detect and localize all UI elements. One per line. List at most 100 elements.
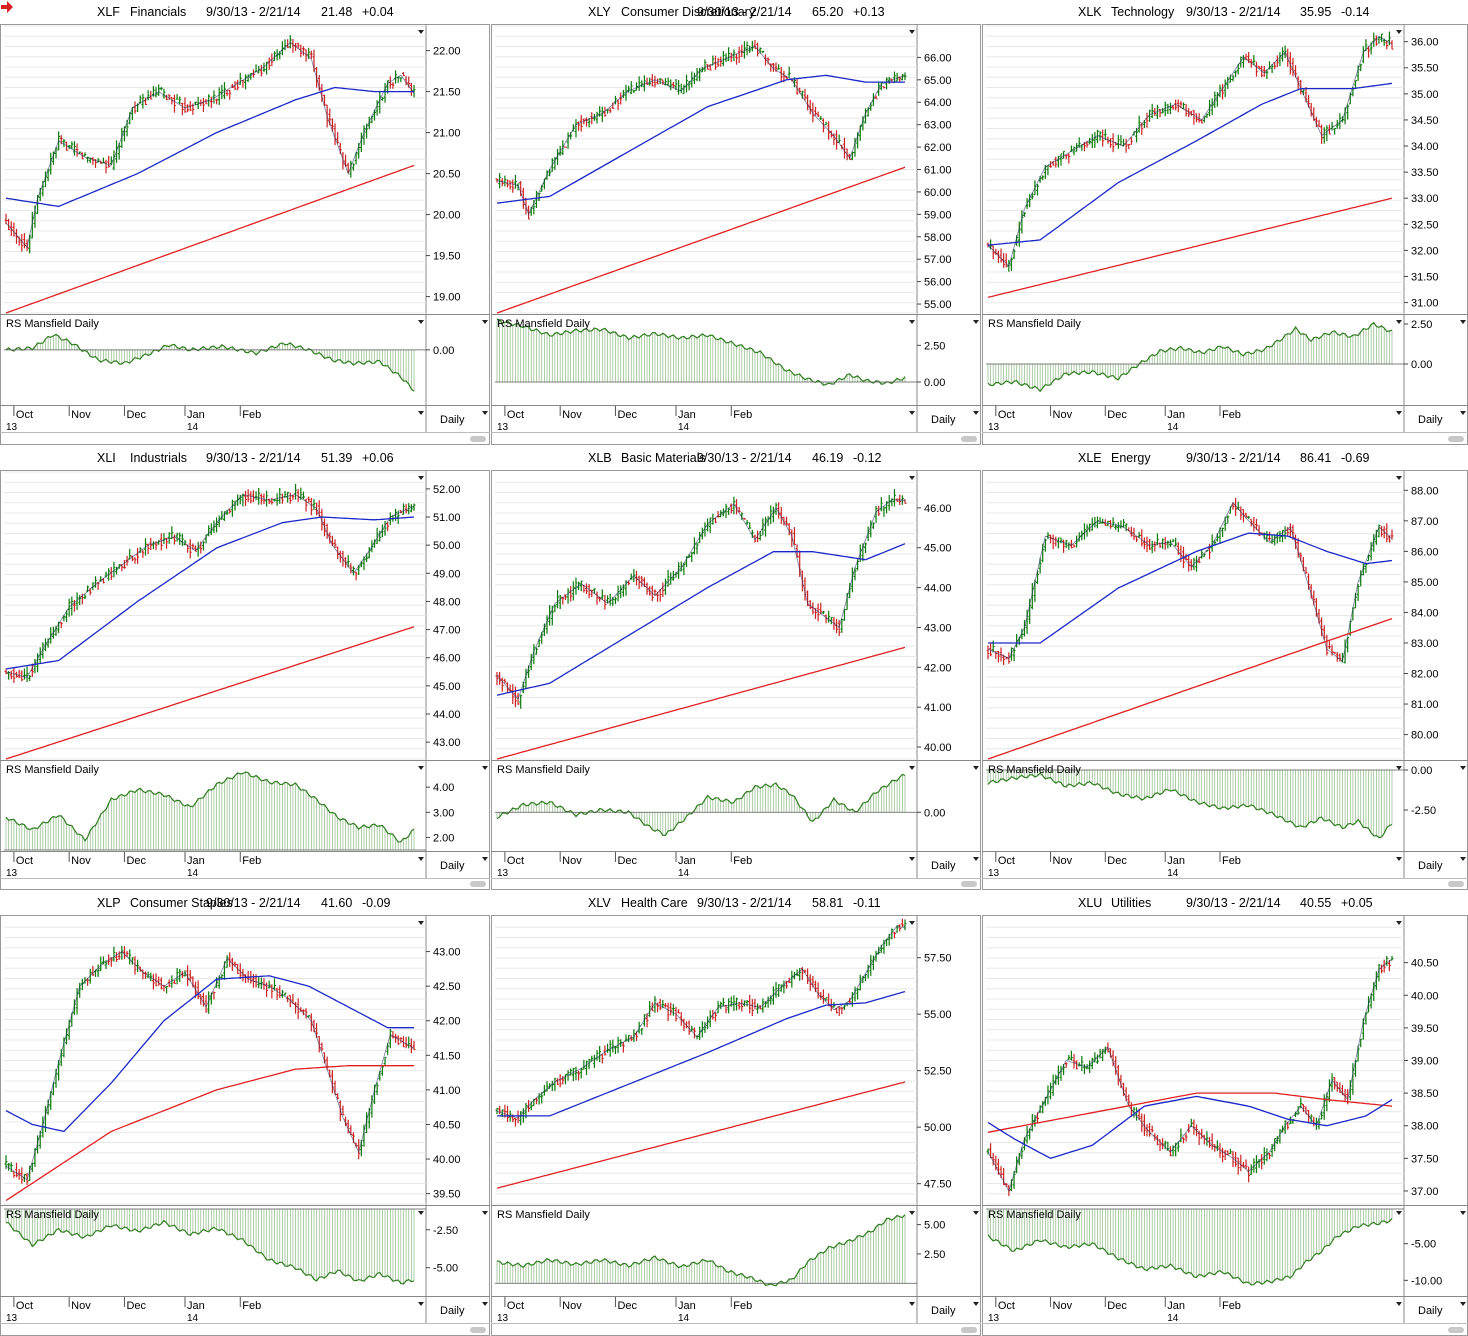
month-label: Feb	[242, 855, 261, 867]
y-tick-label: 44.00	[924, 583, 952, 595]
dropdown-arrow-icon[interactable]	[418, 766, 424, 770]
dropdown-arrow-icon[interactable]	[1396, 30, 1402, 34]
dropdown-arrow-icon[interactable]	[418, 476, 424, 480]
dropdown-arrow-icon[interactable]	[909, 411, 915, 415]
y-tick-label: 88.00	[1411, 485, 1439, 497]
rs-line	[5, 333, 415, 392]
y-tick-label: 46.00	[924, 503, 952, 515]
scroll-handle[interactable]	[1448, 436, 1464, 442]
dropdown-arrow-icon[interactable]	[1460, 411, 1466, 415]
y-tick-label: 42.50	[433, 981, 461, 993]
rs-line	[987, 321, 1393, 393]
dropdown-arrow-icon[interactable]	[482, 857, 488, 861]
symbol: XLK	[1078, 5, 1102, 19]
y-tick-label: 51.00	[433, 512, 461, 524]
dropdown-arrow-icon[interactable]	[482, 320, 488, 324]
dropdown-arrow-icon[interactable]	[418, 320, 424, 324]
year-label: 13	[497, 422, 509, 433]
dropdown-arrow-icon[interactable]	[973, 320, 979, 324]
sector-name: Basic Materials	[621, 451, 706, 465]
symbol: XLY	[588, 5, 611, 19]
month-label: Feb	[733, 409, 752, 421]
dropdown-arrow-icon[interactable]	[418, 921, 424, 925]
dropdown-arrow-icon[interactable]	[1396, 476, 1402, 480]
close-line	[5, 494, 415, 678]
chart-panel-xly: XLY Consumer Discretionary 9/30/13 - 2/2…	[491, 0, 981, 445]
ma50-line	[5, 86, 414, 208]
dropdown-arrow-icon[interactable]	[418, 1211, 424, 1215]
rs-tick-label: 3.00	[433, 807, 454, 819]
dropdown-arrow-icon[interactable]	[909, 857, 915, 861]
dropdown-arrow-icon[interactable]	[1396, 411, 1402, 415]
ma50-line	[5, 975, 414, 1133]
y-tick-label: 65.00	[924, 75, 952, 87]
y-tick-label: 43.00	[924, 622, 952, 634]
rs-indicator-label: RS Mansfield Daily	[6, 1209, 99, 1221]
chart-svg[interactable]: 43.00 42.50 42.00 41.50 41.00 40.50 40.00 39.50…	[0, 891, 490, 1336]
y-tick-label: 47.00	[433, 625, 461, 637]
rs-line	[496, 773, 906, 837]
dropdown-arrow-icon[interactable]	[1396, 766, 1402, 770]
y-tick-label: 80.00	[1411, 730, 1439, 742]
y-tick-label: 48.00	[433, 596, 461, 608]
dropdown-arrow-icon[interactable]	[418, 857, 424, 861]
dropdown-arrow-icon[interactable]	[418, 1302, 424, 1306]
month-label: Jan	[187, 409, 205, 421]
month-label: Oct	[16, 855, 33, 867]
chart-svg[interactable]: 66.00 65.00 64.00 63.00 62.00 61.00 60.00 59.00…	[491, 0, 981, 445]
y-tick-label: 40.00	[433, 1154, 461, 1166]
dropdown-arrow-icon[interactable]	[418, 30, 424, 34]
y-tick-label: 64.00	[924, 97, 952, 109]
chart-svg[interactable]: 36.00 35.50 35.00 34.50 34.00 33.50 33.00 32.50…	[982, 0, 1468, 445]
scroll-handle[interactable]	[961, 436, 977, 442]
period-label: Daily	[931, 860, 956, 872]
panel-header: XLF Financials 9/30/13 - 2/21/14 21.48 +…	[0, 0, 490, 25]
dropdown-arrow-icon[interactable]	[482, 1211, 488, 1215]
chart-svg[interactable]: 46.00 45.00 44.00 43.00 42.00 41.00 40.00 0.00 R…	[491, 446, 981, 890]
rs-indicator-label: RS Mansfield Daily	[988, 764, 1081, 776]
dropdown-arrow-icon[interactable]	[482, 1302, 488, 1306]
y-tick-label: 81.00	[1411, 699, 1439, 711]
date-range: 9/30/13 - 2/21/14	[697, 896, 792, 910]
dropdown-arrow-icon[interactable]	[482, 411, 488, 415]
scroll-handle[interactable]	[470, 1327, 486, 1333]
sector-name: Financials	[130, 5, 187, 19]
chart-panel-xli: XLI Industrials 9/30/13 - 2/21/14 51.39 …	[0, 446, 490, 890]
sector-name: Industrials	[130, 451, 187, 465]
dropdown-arrow-icon[interactable]	[909, 766, 915, 770]
chart-svg[interactable]: 88.00 87.00 86.00 85.00 84.00 83.00 82.00 81.00…	[982, 446, 1468, 890]
rs-indicator-label: RS Mansfield Daily	[497, 764, 590, 776]
dropdown-arrow-icon[interactable]	[418, 411, 424, 415]
dropdown-arrow-icon[interactable]	[909, 476, 915, 480]
y-tick-label: 42.00	[924, 662, 952, 674]
date-range: 9/30/13 - 2/21/14	[1186, 5, 1281, 19]
dropdown-arrow-icon[interactable]	[909, 30, 915, 34]
rs-line	[5, 771, 415, 843]
scroll-handle[interactable]	[470, 436, 486, 442]
dropdown-arrow-icon[interactable]	[973, 411, 979, 415]
scroll-handle[interactable]	[961, 881, 977, 887]
dropdown-arrow-icon[interactable]	[1396, 320, 1402, 324]
chart-svg[interactable]: 22.00 21.50 21.00 20.50 20.00 19.50 19.00 0.00 R…	[0, 0, 490, 445]
y-tick-label: 31.50	[1411, 271, 1439, 283]
dropdown-arrow-icon[interactable]	[1460, 857, 1466, 861]
period-label: Daily	[931, 414, 956, 426]
dropdown-arrow-icon[interactable]	[973, 766, 979, 770]
dropdown-arrow-icon[interactable]	[482, 766, 488, 770]
y-tick-label: 19.00	[433, 292, 461, 304]
scroll-handle[interactable]	[1448, 881, 1464, 887]
month-label: Feb	[242, 409, 261, 421]
last-price: 51.39	[321, 451, 353, 465]
dropdown-arrow-icon[interactable]	[1460, 320, 1466, 324]
dropdown-arrow-icon[interactable]	[909, 320, 915, 324]
red-arrow-icon[interactable]	[0, 0, 14, 14]
dropdown-arrow-icon[interactable]	[973, 857, 979, 861]
month-label: Jan	[678, 855, 696, 867]
scroll-handle[interactable]	[470, 881, 486, 887]
chart-svg[interactable]: 52.00 51.00 50.00 49.00 48.00 47.00 46.00 45.00…	[0, 446, 490, 890]
rs-tick-label: -2.50	[433, 1225, 458, 1237]
dropdown-arrow-icon[interactable]	[1460, 766, 1466, 770]
period-label: Daily	[440, 1305, 465, 1317]
dropdown-arrow-icon[interactable]	[1396, 857, 1402, 861]
